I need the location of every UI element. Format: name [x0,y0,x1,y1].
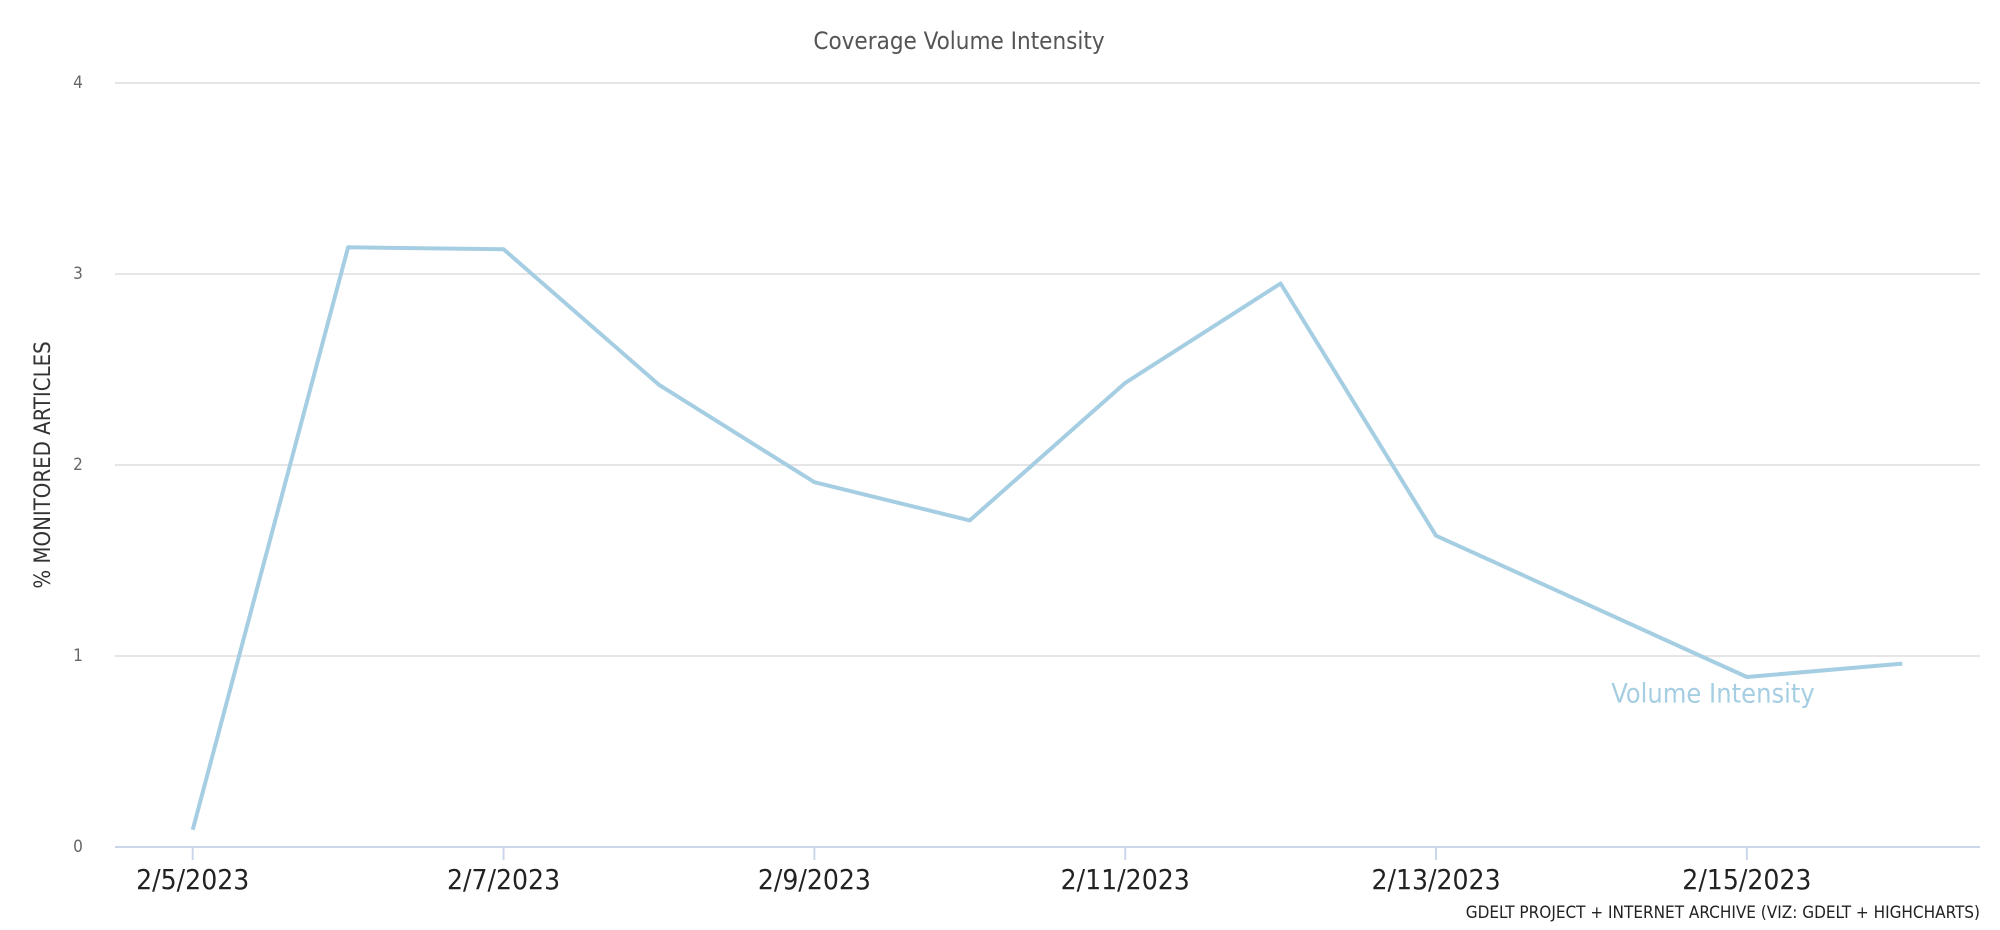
chart-title: Coverage Volume Intensity [813,27,1104,55]
x-tick-label: 2/7/2023 [447,863,560,896]
x-tick-label: 2/9/2023 [758,863,871,896]
y-tick-label: 0 [73,837,83,857]
y-tick-label: 2 [73,455,83,475]
x-tick-label: 2/11/2023 [1061,863,1190,896]
series-label: Volume Intensity [1611,679,1815,710]
x-tick-label: 2/13/2023 [1371,863,1500,896]
y-axis-label: % MONITORED ARTICLES [31,341,56,588]
data-line [190,245,1903,831]
y-tick-label: 3 [73,264,83,284]
x-tick-label: 2/15/2023 [1682,863,1811,896]
y-tick-label: 1 [73,646,83,666]
y-tick-label: 4 [73,73,83,93]
x-tick-label: 2/5/2023 [136,863,249,896]
credit: GDELT PROJECT + INTERNET ARCHIVE (VIZ: G… [1466,903,1980,923]
